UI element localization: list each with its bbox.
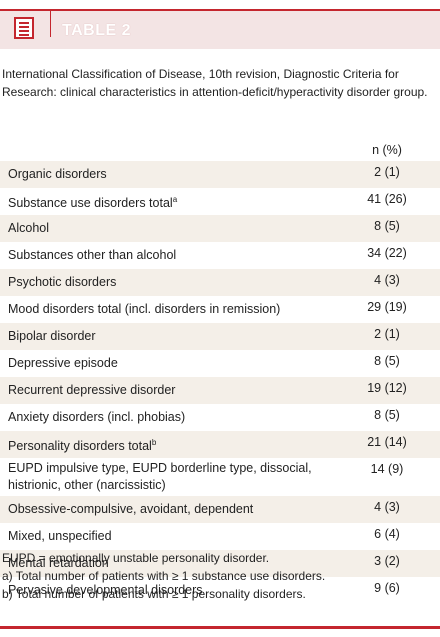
row-label: Psychotic disorders [8,275,117,289]
row-label-cell: Mixed, unspecified [0,523,334,550]
row-label-cell: Anxiety disorders (incl. phobias) [0,404,334,431]
row-label-cell: EUPD impulsive type, EUPD borderline typ… [0,458,334,496]
footnote-marker: a [172,194,178,204]
row-label: Obsessive-compulsive, avoidant, dependen… [8,502,254,516]
table-row: Bipolar disorder 2 (1) [0,323,440,350]
row-value: 9 (6) [374,581,400,595]
table-row: Personality disorders totalb 21 (14) [0,431,440,458]
row-value: 34 (22) [367,246,407,260]
table-row: Mental retardation 3 (2) [0,550,440,577]
bottom-rule [0,626,440,629]
footnote: EUPD = emotionally unstable personality … [2,551,270,565]
row-value: 4 (3) [374,273,400,287]
table-row: Pervasive developmental disorders 9 (6) [0,577,440,604]
row-label-cell: Depressive episode [0,350,334,377]
row-label: Personality disorders total [8,439,152,454]
row-label-cell: Bipolar disorder [0,323,334,350]
table-row: Organic disorders 2 (1) [0,161,440,188]
row-label-cell: Pervasive developmental disorders [0,577,334,604]
separator [50,11,51,37]
table-row: Substance use disorders totala 41 (26) [0,188,440,215]
row-label: EUPD impulsive type, EUPD borderline typ… [8,461,312,492]
row-label-cell: Mood disorders total (incl. disorders in… [0,296,334,323]
table-row: Obsessive-compulsive, avoidant, dependen… [0,496,440,523]
table-row: Psychotic disorders 4 (3) [0,269,440,296]
caption: International Classification of Disease,… [2,67,428,99]
table-row: Recurrent depressive disorder 19 (12) [0,377,440,404]
table-row: Alcohol 8 (5) [0,215,440,242]
row-label-cell: Psychotic disorders [0,269,334,296]
row-value: 14 (9) [370,462,404,476]
header-row: n (%) [0,138,440,161]
row-label: Mixed, unspecified [8,529,112,543]
row-label-cell: Alcohol [0,215,334,242]
row-label: Depressive episode [8,356,118,370]
table-row: EUPD impulsive type, EUPD borderline typ… [0,458,440,496]
table-row: Depressive episode 8 (5) [0,350,440,377]
row-value: 21 (14) [367,435,407,449]
footnote: a) Total number of patients with ≥ 1 sub… [2,569,326,583]
footnote-marker: b [151,437,157,447]
row-value: 2 (1) [374,165,400,179]
row-label-cell: Personality disorders totalb [0,431,334,458]
row-label-cell: Organic disorders [0,161,334,188]
table-header-bar: TABLE 2 [0,11,440,49]
row-value: 8 (5) [374,219,400,233]
data-table: n (%) Organic disorders 2 (1) Substance us… [0,138,440,604]
row-label-cell: Obsessive-compulsive, avoidant, dependen… [0,496,334,523]
footnotes: EUPD = emotionally unstable personality … [2,549,325,603]
row-label: Mood disorders total (incl. disorders in… [8,302,281,316]
row-label-cell: Substances other than alcohol [0,242,334,269]
footnote: b) Total number of patients with ≥ 1 per… [2,587,306,601]
row-label: Substance use disorders total [8,196,173,211]
table-row: Anxiety disorders (incl. phobias) 8 (5) [0,404,440,431]
table-row: Substances other than alcohol 34 (22) [0,242,440,269]
table-row: Mixed, unspecified 6 (4) [0,523,440,550]
row-value: 2 (1) [374,327,400,341]
row-value: 41 (26) [367,192,407,206]
row-label: Bipolar disorder [8,329,96,343]
row-value: 29 (19) [367,300,407,314]
table-icon [14,17,34,39]
row-label: Anxiety disorders (incl. phobias) [8,410,186,424]
row-label: Recurrent depressive disorder [8,383,176,397]
table-row: Mood disorders total (incl. disorders in… [0,296,440,323]
row-label: Organic disorders [8,167,107,181]
empty-header [0,138,334,161]
row-value: 6 (4) [374,527,400,541]
row-value: 8 (5) [374,408,400,422]
row-value: 4 (3) [374,500,400,514]
row-label: Substances other than alcohol [8,248,177,262]
row-value: 8 (5) [374,354,400,368]
table-body: Organic disorders 2 (1) Substance use diso… [0,161,440,604]
row-label: Pervasive developmental disorders [8,583,203,597]
table-title: TABLE 2 [62,22,131,39]
row-value: 19 (12) [367,381,407,395]
row-label-cell: Mental retardation [0,550,334,577]
row-value: 3 (2) [374,554,400,568]
row-label: Alcohol [8,221,49,235]
row-label: Mental retardation [8,556,109,570]
row-label-cell: Recurrent depressive disorder [0,377,334,404]
row-label-cell: Substance use disorders totala [0,188,334,215]
top-rule [0,9,440,11]
column-header: n (%) [372,142,402,157]
